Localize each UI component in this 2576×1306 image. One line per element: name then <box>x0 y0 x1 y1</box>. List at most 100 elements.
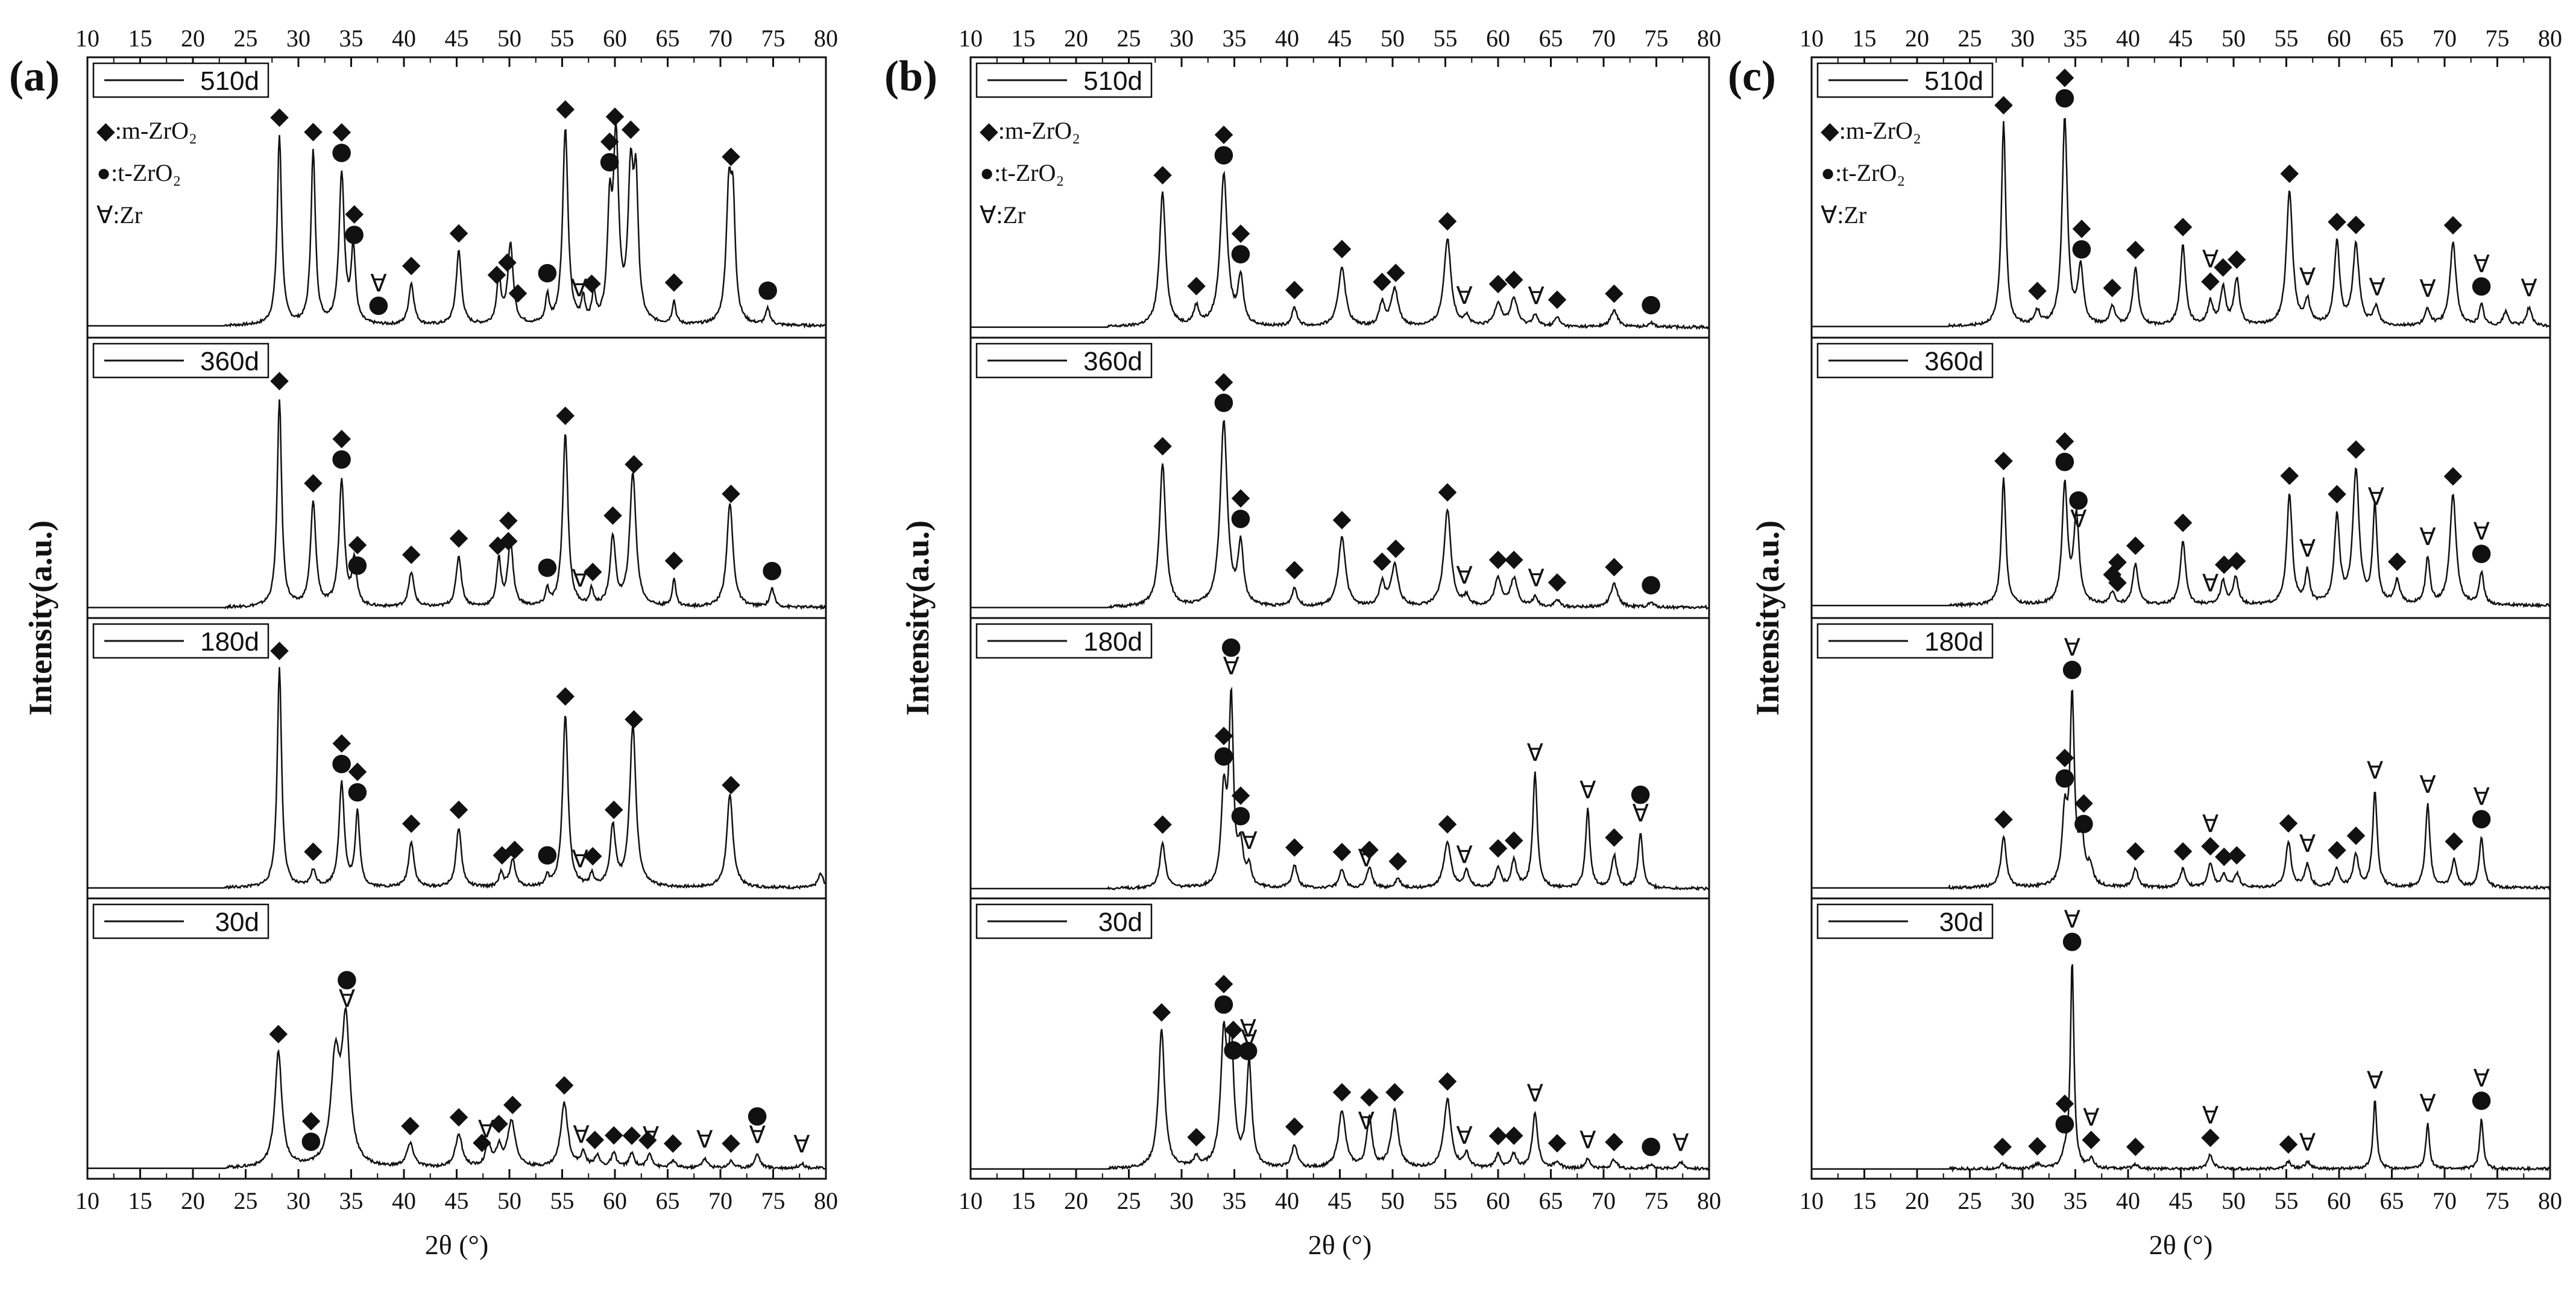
peak-marker-t: ● <box>537 552 558 580</box>
top-tick-label: 20 <box>181 25 205 52</box>
peak-marker-z: ∀ <box>1579 777 1596 804</box>
peak-marker-m: ◆ <box>1224 1015 1242 1043</box>
bottom-tick-label: 30 <box>286 1187 310 1214</box>
peak-marker-m: ◆ <box>625 704 643 732</box>
top-tick-label: 80 <box>1697 25 1721 52</box>
peak-marker-z: ∀ <box>2368 484 2385 511</box>
peak-marker-z: ∀ <box>2064 634 2081 662</box>
peak-marker-m: ◆ <box>603 500 622 528</box>
bottom-tick-label: 15 <box>1853 1187 1877 1214</box>
peak-marker-t: ● <box>2471 1085 2492 1113</box>
peak-marker-m: ◆ <box>269 1018 288 1046</box>
peak-marker-z: ∀ <box>2367 1067 2384 1095</box>
peak-marker-m: ◆ <box>2214 252 2232 280</box>
peak-marker-z: ∀ <box>1456 1122 1473 1150</box>
xrd-line-180d <box>971 686 1710 891</box>
peak-marker-m: ◆ <box>2279 1129 2298 1157</box>
peak-marker-m: ◆ <box>332 117 351 145</box>
peak-marker-m: ◆ <box>1489 269 1508 297</box>
peak-marker-z: ∀ <box>2083 1104 2100 1132</box>
peak-marker-m: ◆ <box>401 1111 420 1138</box>
peak-marker-m: ◆ <box>1548 1128 1567 1156</box>
peak-marker-m: ◆ <box>1994 90 2013 118</box>
peak-marker-t: ● <box>2062 655 2083 683</box>
peak-marker-m: ◆ <box>450 523 468 551</box>
series-tag-label: 30d <box>215 907 259 937</box>
peak-marker-m: ◆ <box>1605 1127 1623 1155</box>
bottom-tick-label: 55 <box>2275 1187 2299 1214</box>
peak-marker-z: ∀ <box>2202 246 2219 274</box>
panels-layer: 10 10 15 15 20 20 25 25 30 30 35 35 40 40 45 45 50 50 55 55… <box>9 25 2562 1260</box>
peak-marker-t: ● <box>1214 741 1235 769</box>
bottom-tick-label: 45 <box>1328 1187 1352 1214</box>
peak-marker-m: ◆ <box>473 1128 491 1155</box>
top-tick-label: 60 <box>1486 25 1510 52</box>
y-axis-title: Intensity(a.u.) <box>1749 520 1786 716</box>
peak-marker-m: ◆ <box>2215 841 2234 869</box>
peak-marker-m: ◆ <box>1385 1077 1404 1105</box>
peak-marker-m: ◆ <box>600 127 619 154</box>
top-tick-label: 45 <box>445 25 469 52</box>
peak-marker-m: ◆ <box>1505 544 1523 572</box>
peak-marker-z: ∀ <box>572 846 589 874</box>
peak-marker-z: ∀ <box>2474 783 2490 811</box>
peak-marker-m: ◆ <box>665 267 684 295</box>
peak-marker-t: ● <box>1221 632 1242 660</box>
top-tick-label: 65 <box>656 25 680 52</box>
peak-marker-m: ◆ <box>2126 235 2145 262</box>
peak-marker-t: ● <box>347 550 368 578</box>
peak-marker-z: ∀ <box>1223 652 1240 680</box>
peak-marker-m: ◆ <box>584 557 602 584</box>
peak-marker-m: ◆ <box>1333 233 1352 261</box>
peak-marker-z: ∀ <box>2419 1090 2436 1118</box>
top-tick-label: 65 <box>2380 25 2404 52</box>
peak-marker-z: ∀ <box>478 1115 495 1143</box>
series-tag-label: 510d <box>1924 66 1983 96</box>
panel-letter: (a) <box>9 52 60 100</box>
bottom-tick-label: 25 <box>1958 1187 1982 1214</box>
peak-marker-m: ◆ <box>2201 267 2220 294</box>
top-tick-label: 25 <box>234 25 258 52</box>
peak-marker-m: ◆ <box>1373 267 1391 294</box>
bottom-tick-label: 70 <box>708 1187 732 1214</box>
peak-marker-t: ● <box>344 219 365 247</box>
top-tick-label: 55 <box>2275 25 2299 52</box>
top-tick-label: 60 <box>2327 25 2351 52</box>
peak-marker-m: ◆ <box>1215 721 1233 748</box>
peak-marker-t: ● <box>2055 763 2076 791</box>
peak-marker-m: ◆ <box>722 141 740 169</box>
top-tick-label: 80 <box>814 25 838 52</box>
peak-marker-z: ∀ <box>2299 830 2316 858</box>
peak-marker-m: ◆ <box>2280 460 2299 488</box>
top-tick-label: 35 <box>339 25 364 52</box>
peak-marker-t: ● <box>336 965 357 992</box>
peak-marker-m: ◆ <box>1548 567 1567 595</box>
peak-marker-m: ◆ <box>2103 273 2121 300</box>
top-tick-label: 45 <box>2169 25 2193 52</box>
top-tick-label: 40 <box>2116 25 2140 52</box>
peak-marker-m: ◆ <box>2082 1125 2100 1152</box>
top-tick-label: 15 <box>1012 25 1036 52</box>
peak-marker-z: ∀ <box>1672 1129 1689 1157</box>
top-tick-label: 45 <box>1328 25 1352 52</box>
peak-marker-z: ∀ <box>1358 1108 1375 1135</box>
peak-marker-m: ◆ <box>584 841 602 868</box>
top-tick-label: 35 <box>2064 25 2088 52</box>
peak-marker-t: ● <box>2071 234 2093 262</box>
peak-marker-m: ◆ <box>1285 1111 1304 1139</box>
peak-marker-z: ∀ <box>1527 1080 1544 1108</box>
top-tick-label: 20 <box>1064 25 1088 52</box>
peak-marker-t: ● <box>599 147 620 175</box>
peak-marker-z: ∀ <box>1241 1026 1258 1053</box>
peak-marker-t: ● <box>537 257 558 285</box>
peak-marker-m: ◆ <box>348 529 367 557</box>
peak-marker-t: ● <box>761 555 783 583</box>
peak-marker-m: ◆ <box>503 1090 522 1117</box>
bottom-tick-label: 80 <box>2538 1187 2562 1214</box>
peak-marker-m: ◆ <box>2103 559 2121 587</box>
peak-marker-m: ◆ <box>1993 1132 2012 1159</box>
peak-marker-t: ● <box>1214 388 1235 415</box>
x-axis-title: 2θ (°) <box>2149 1229 2213 1260</box>
series-tag-label: 30d <box>1939 907 1983 937</box>
